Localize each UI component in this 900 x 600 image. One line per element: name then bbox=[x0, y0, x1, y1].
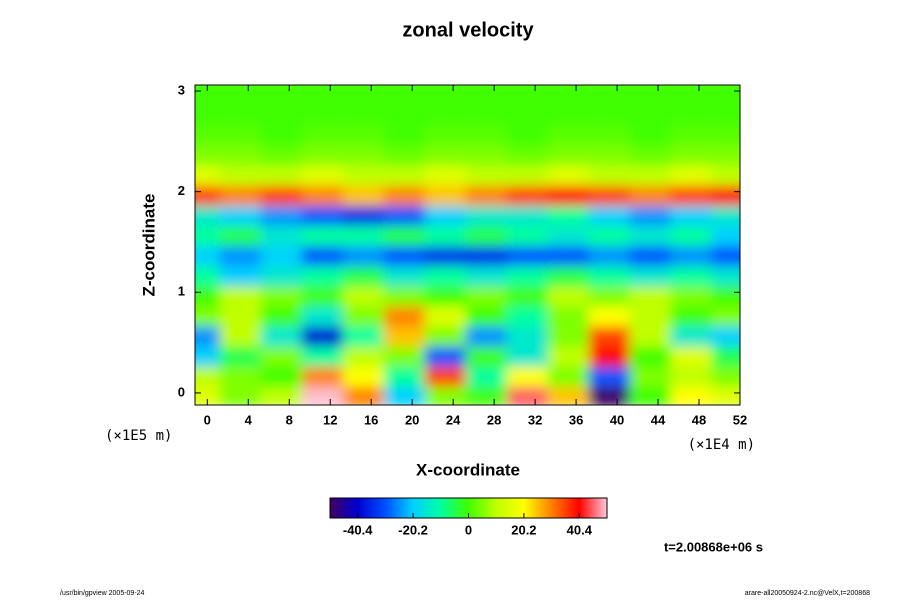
x-tick-label: 44 bbox=[651, 412, 666, 427]
colorbar-tick-label: 20.2 bbox=[511, 522, 536, 537]
x-tick-label: 28 bbox=[487, 412, 501, 427]
x-tick-label: 0 bbox=[204, 412, 211, 427]
x-tick-label: 48 bbox=[692, 412, 706, 427]
y-axis-label: Z-coordinate bbox=[139, 194, 158, 297]
colorbar-tick-label: -20.2 bbox=[398, 522, 428, 537]
x-tick-label: 20 bbox=[405, 412, 419, 427]
y-tick-label: 2 bbox=[178, 183, 185, 198]
time-label: t=2.00868e+06 s bbox=[664, 539, 763, 554]
y-tick-label: 3 bbox=[178, 82, 185, 97]
plot-frame bbox=[194, 84, 741, 406]
footer-right: arare-all20050924-2.nc@VelX,t=200868 bbox=[745, 590, 870, 597]
y-tick-label: 1 bbox=[178, 284, 185, 299]
x-axis-label: X-coordinate bbox=[416, 460, 520, 479]
x-tick-label: 32 bbox=[528, 412, 542, 427]
x-tick-label: 12 bbox=[323, 412, 337, 427]
heatmap bbox=[195, 85, 740, 405]
x-tick-label: 8 bbox=[286, 412, 293, 427]
colorbar-tick-label: -40.4 bbox=[343, 522, 373, 537]
colorbar-tick-label: 40.4 bbox=[567, 522, 593, 537]
colorbar-tick-label: 0 bbox=[465, 522, 472, 537]
heatmap-cell bbox=[711, 85, 740, 106]
footer-left: /usr/bin/gpview 2005-09-24 bbox=[60, 590, 145, 597]
x-unit-right: (×1E4 m) bbox=[688, 437, 755, 453]
x-tick-label: 4 bbox=[245, 412, 253, 427]
x-tick-label: 36 bbox=[569, 412, 583, 427]
x-tick-label: 40 bbox=[610, 412, 624, 427]
heatmap-cells bbox=[195, 85, 740, 405]
x-tick-label: 52 bbox=[733, 412, 747, 427]
chart-title: zonal velocity bbox=[402, 19, 534, 41]
x-tick-label: 16 bbox=[364, 412, 378, 427]
y-tick-label: 0 bbox=[178, 384, 185, 399]
x-unit-left: (×1E5 m) bbox=[105, 428, 172, 444]
x-tick-label: 24 bbox=[446, 412, 461, 427]
